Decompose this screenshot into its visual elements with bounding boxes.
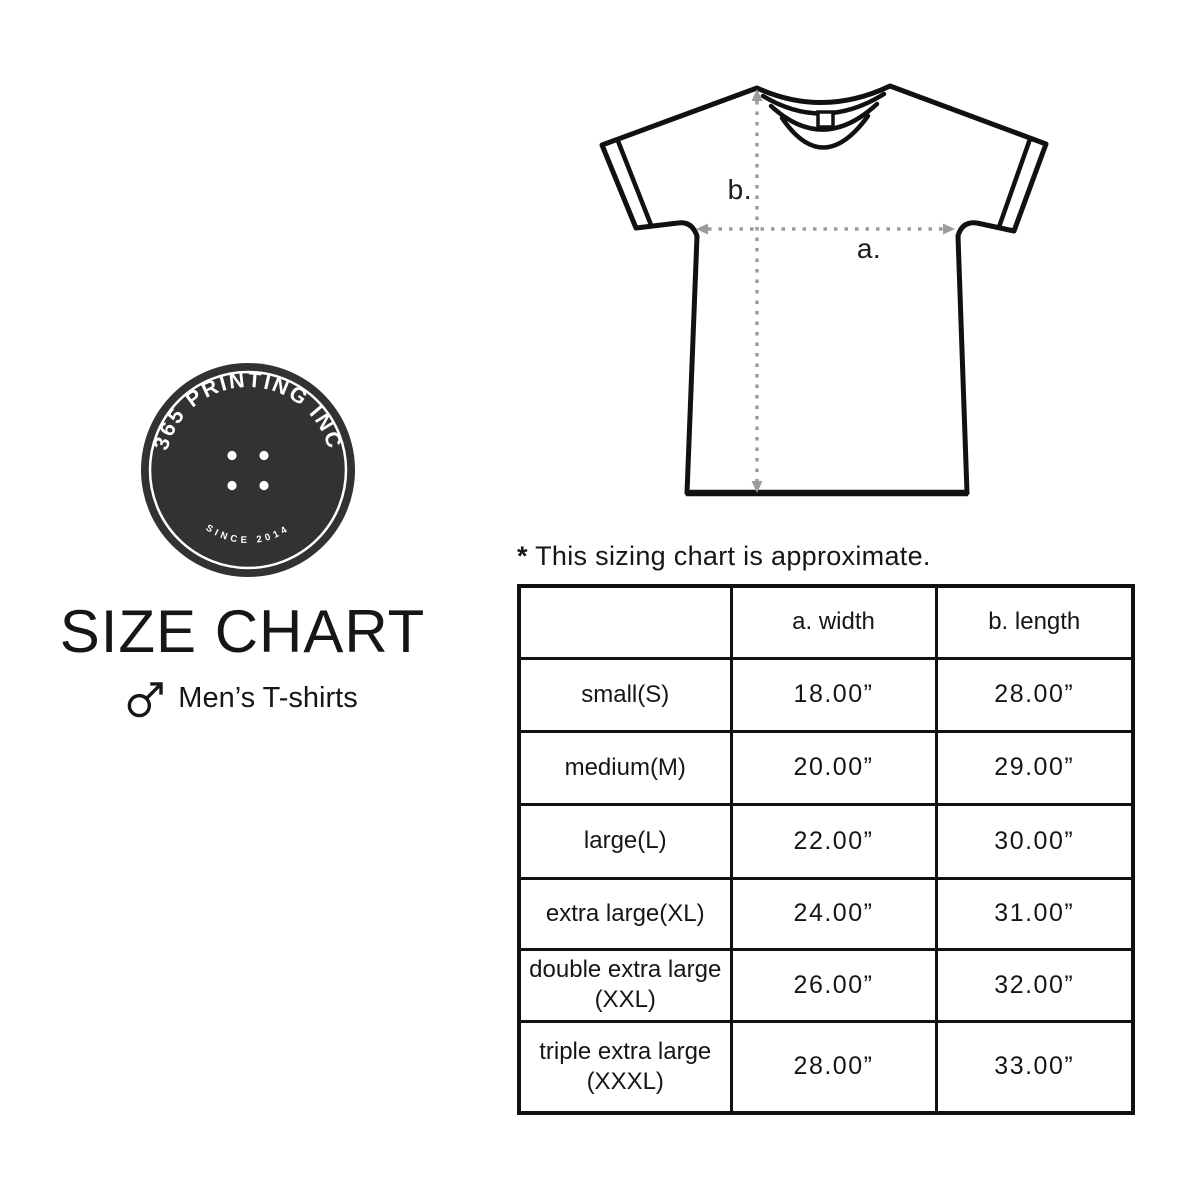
cuff-lines	[615, 138, 1033, 228]
tshirt-outline	[599, 83, 1049, 496]
male-symbol-icon	[127, 682, 164, 718]
length-label: b.	[728, 174, 752, 205]
table-row-medium: medium(M) 20.00” 29.00”	[517, 729, 1135, 806]
logo-inner-ring	[148, 370, 348, 570]
header-length: b. length	[934, 584, 1135, 660]
width-value: 18.00”	[729, 656, 938, 733]
size-label: triple extra large (XXXL)	[517, 1019, 733, 1115]
gender-row: Men’s T-shirts	[40, 674, 445, 722]
size-label: extra large(XL)	[517, 876, 733, 951]
table-row-xl: extra large(XL) 24.00” 31.00”	[517, 876, 1135, 951]
width-value: 22.00”	[729, 802, 938, 880]
length-value: 29.00”	[934, 729, 1135, 806]
width-value: 24.00”	[729, 876, 938, 951]
length-value: 32.00”	[934, 947, 1135, 1023]
logo-circle	[141, 363, 355, 577]
approximate-note: * This sizing chart is approximate.	[517, 541, 931, 572]
brand-logo: 365 PRINTING INC SINCE 2014	[141, 363, 355, 577]
button-holes-icon	[227, 450, 269, 491]
size-table: a. width b. length small(S) 18.00” 28.00…	[517, 584, 1135, 1115]
note-text: This sizing chart is approximate.	[535, 541, 931, 571]
width-label: a.	[857, 233, 881, 264]
gender-label: Men’s T-shirts	[178, 681, 358, 714]
size-label: medium(M)	[517, 729, 733, 806]
page-title: SIZE CHART	[59, 598, 426, 665]
length-value: 31.00”	[934, 876, 1135, 951]
table-row-small: small(S) 18.00” 28.00”	[517, 656, 1135, 733]
length-arrow	[751, 89, 763, 493]
size-label: large(L)	[517, 802, 733, 880]
size-label: small(S)	[517, 656, 733, 733]
neck-tag	[816, 110, 835, 129]
length-value: 30.00”	[934, 802, 1135, 880]
width-arrow	[696, 223, 955, 235]
table-row-xxxl: triple extra large (XXXL) 28.00” 33.00”	[517, 1019, 1135, 1115]
header-width: a. width	[729, 584, 938, 660]
header-size	[517, 584, 733, 660]
width-value: 26.00”	[729, 947, 938, 1023]
tshirt-diagram: b. a.	[599, 83, 1049, 497]
width-value: 28.00”	[729, 1019, 938, 1115]
size-label: double extra large (XXL)	[517, 947, 733, 1023]
length-value: 28.00”	[934, 656, 1135, 733]
note-asterisk: *	[517, 541, 528, 571]
width-value: 20.00”	[729, 729, 938, 806]
length-value: 33.00”	[934, 1019, 1135, 1115]
header-row: a. width b. length	[517, 584, 1135, 660]
table-row-large: large(L) 22.00” 30.00”	[517, 802, 1135, 880]
table-row-xxl: double extra large (XXL) 26.00” 32.00”	[517, 947, 1135, 1023]
